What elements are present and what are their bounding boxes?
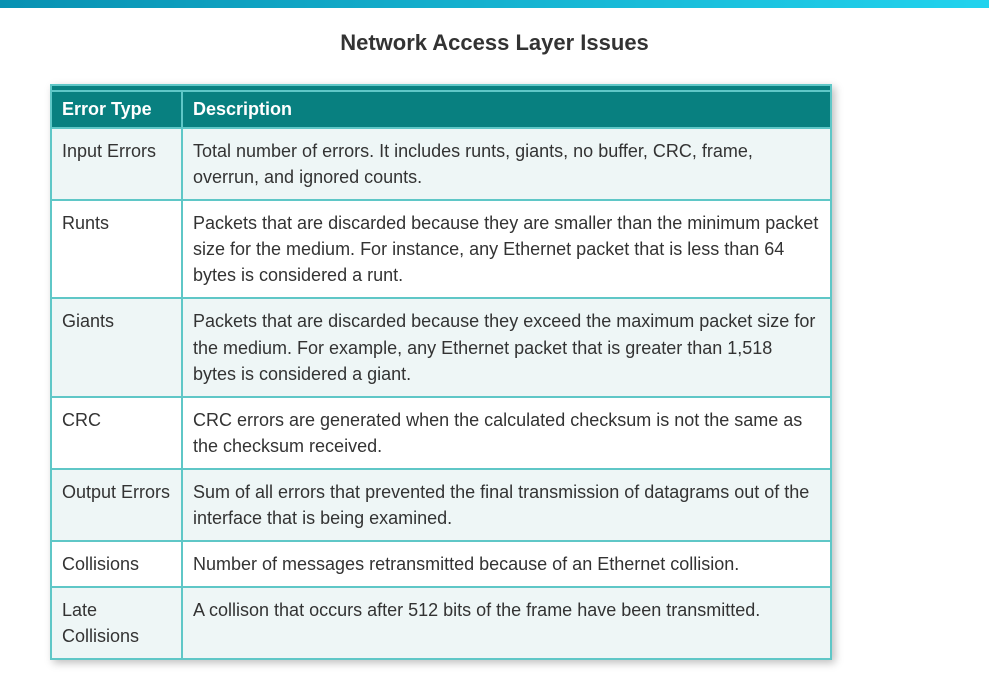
cell-error-type: CRC	[52, 397, 182, 469]
table-row: Input Errors Total number of errors. It …	[52, 128, 830, 200]
cell-description: CRC errors are generated when the calcul…	[182, 397, 830, 469]
table-row: Output Errors Sum of all errors that pre…	[52, 469, 830, 541]
table-row: CRC CRC errors are generated when the ca…	[52, 397, 830, 469]
error-table-container: Error Type Description Input Errors Tota…	[50, 84, 832, 660]
cell-error-type: Giants	[52, 298, 182, 396]
cell-description: Packets that are discarded because they …	[182, 298, 830, 396]
cell-description: Total number of errors. It includes runt…	[182, 128, 830, 200]
cell-description: Number of messages retransmitted because…	[182, 541, 830, 587]
page-title: Network Access Layer Issues	[0, 30, 989, 56]
table-row: Collisions Number of messages retransmit…	[52, 541, 830, 587]
cell-description: Packets that are discarded because they …	[182, 200, 830, 298]
error-types-table: Error Type Description Input Errors Tota…	[52, 92, 830, 658]
cell-error-type: Output Errors	[52, 469, 182, 541]
table-row: Giants Packets that are discarded becaus…	[52, 298, 830, 396]
cell-description: A collison that occurs after 512 bits of…	[182, 587, 830, 658]
table-row: Runts Packets that are discarded because…	[52, 200, 830, 298]
cell-error-type: Late Collisions	[52, 587, 182, 658]
top-accent-bar	[0, 0, 989, 8]
header-description: Description	[182, 92, 830, 128]
cell-error-type: Collisions	[52, 541, 182, 587]
cell-error-type: Input Errors	[52, 128, 182, 200]
table-row: Late Collisions A collison that occurs a…	[52, 587, 830, 658]
cell-description: Sum of all errors that prevented the fin…	[182, 469, 830, 541]
table-header-row: Error Type Description	[52, 92, 830, 128]
header-error-type: Error Type	[52, 92, 182, 128]
cell-error-type: Runts	[52, 200, 182, 298]
